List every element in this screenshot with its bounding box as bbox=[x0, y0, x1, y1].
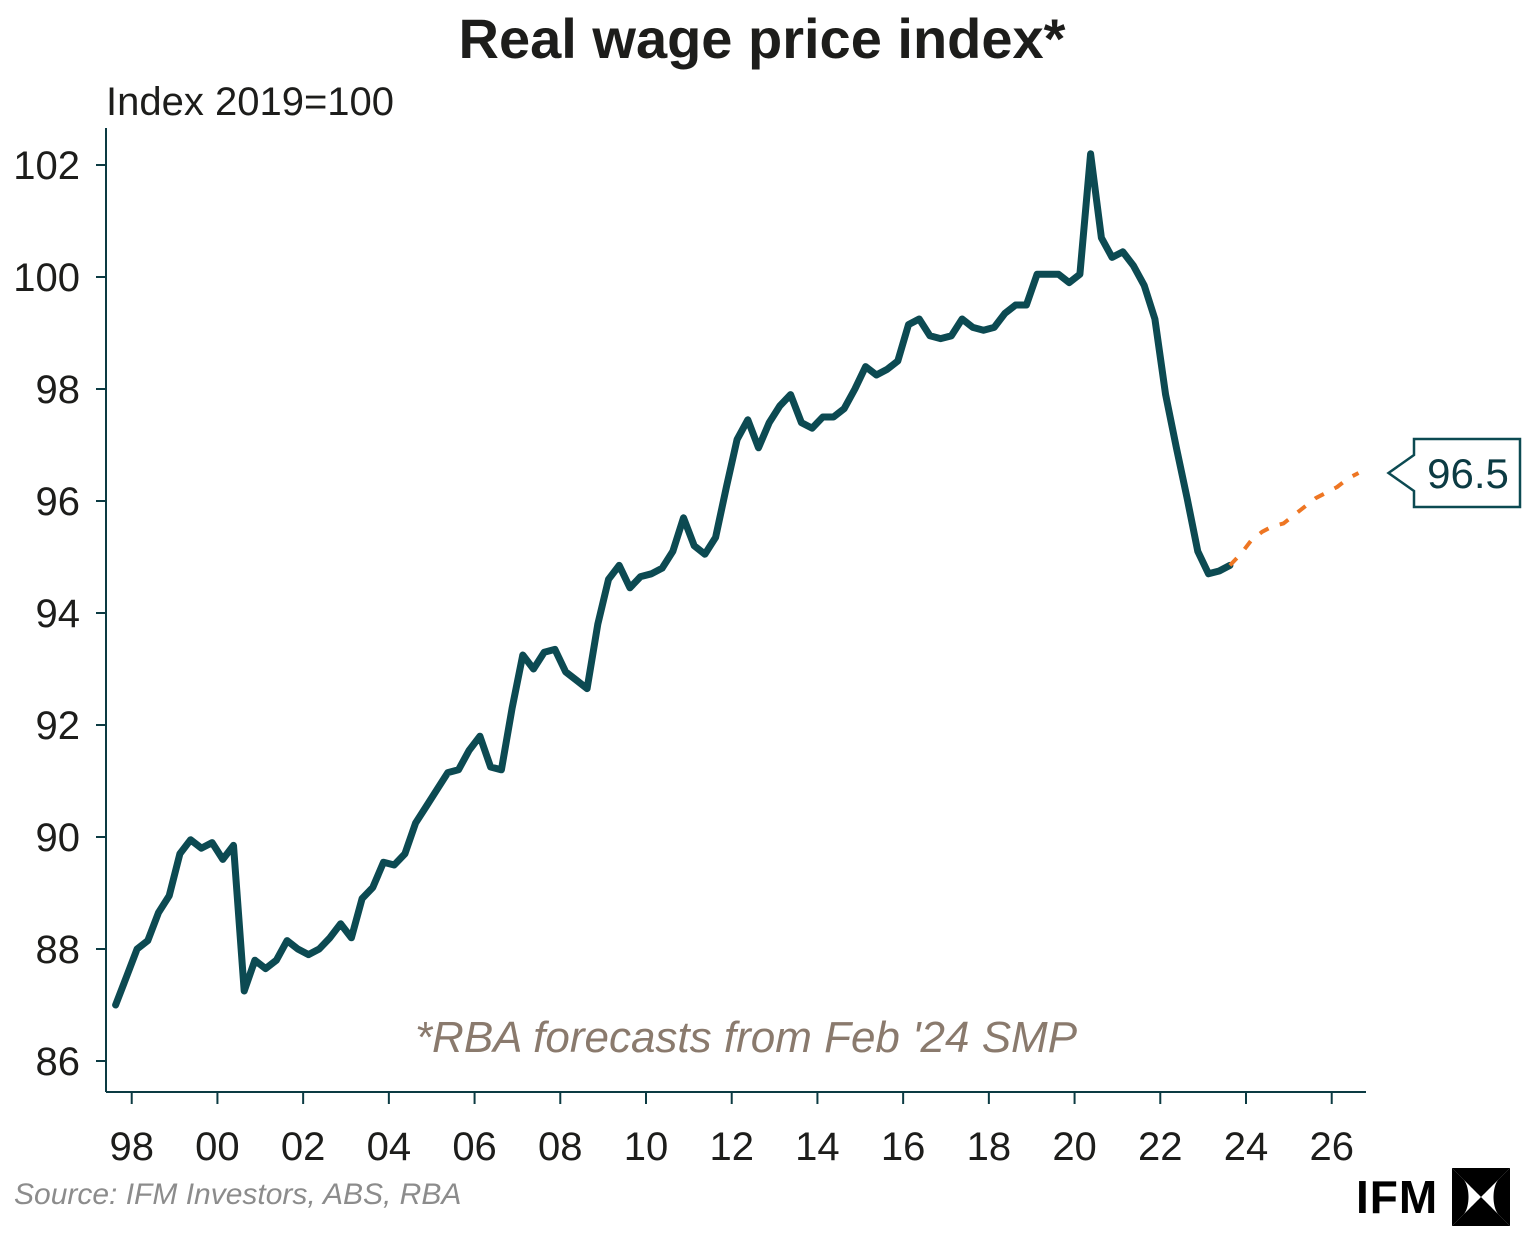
x-tick-label: 22 bbox=[1138, 1125, 1183, 1169]
x-tick-label: 14 bbox=[795, 1125, 840, 1169]
x-axis: 98 00 02 04 06 08 10 12 14 16 18 20 22 24 26 bbox=[106, 1091, 1366, 1169]
ifm-logo-mark-icon bbox=[1452, 1168, 1511, 1226]
x-tick-label: 18 bbox=[967, 1125, 1012, 1169]
ifm-logo: IFM bbox=[1356, 1166, 1512, 1228]
y-ticks: 86 88 90 92 94 96 98 100 102 bbox=[13, 144, 106, 1084]
actual-series-line bbox=[112, 150, 1234, 1009]
x-tick-label: 02 bbox=[281, 1125, 326, 1169]
y-tick-label: 96 bbox=[36, 480, 81, 524]
x-tick-label: 08 bbox=[538, 1125, 583, 1169]
x-tick-label: 06 bbox=[452, 1125, 497, 1169]
x-tick-label: 12 bbox=[709, 1125, 754, 1169]
y-tick-label: 88 bbox=[36, 928, 81, 972]
callout-value: 96.5 bbox=[1427, 450, 1509, 497]
x-tick-label: 10 bbox=[624, 1125, 669, 1169]
y-axis-unit-label: Index 2019=100 bbox=[106, 80, 395, 124]
y-axis: 86 88 90 92 94 96 98 100 102 bbox=[13, 128, 107, 1092]
chart-title: Real wage price index* bbox=[458, 7, 1066, 70]
series-layer bbox=[112, 150, 1360, 1009]
x-tick-label: 98 bbox=[109, 1125, 154, 1169]
x-ticks: 98 00 02 04 06 08 10 12 14 16 18 20 22 24 26 bbox=[109, 1092, 1354, 1169]
y-tick-label: 100 bbox=[13, 256, 80, 300]
callout-box bbox=[1386, 437, 1522, 509]
x-tick-label: 16 bbox=[881, 1125, 926, 1169]
y-tick-label: 102 bbox=[13, 144, 80, 188]
end-value-callout: 96.5 bbox=[1386, 437, 1522, 509]
y-tick-label: 86 bbox=[36, 1040, 81, 1084]
y-tick-label: 92 bbox=[36, 704, 81, 748]
y-tick-label: 98 bbox=[36, 368, 81, 412]
x-tick-label: 26 bbox=[1309, 1125, 1354, 1169]
forecast-series-line bbox=[1228, 471, 1360, 567]
source-note: Source: IFM Investors, ABS, RBA bbox=[14, 1178, 462, 1211]
y-tick-label: 94 bbox=[36, 592, 81, 636]
logo-wordmark: IFM bbox=[1356, 1171, 1439, 1223]
x-tick-label: 20 bbox=[1052, 1125, 1097, 1169]
x-tick-label: 24 bbox=[1224, 1125, 1269, 1169]
forecast-footnote: *RBA forecasts from Feb '24 SMP bbox=[415, 1013, 1078, 1062]
x-tick-label: 04 bbox=[367, 1125, 412, 1169]
x-tick-label: 00 bbox=[195, 1125, 240, 1169]
y-tick-label: 90 bbox=[36, 816, 81, 860]
